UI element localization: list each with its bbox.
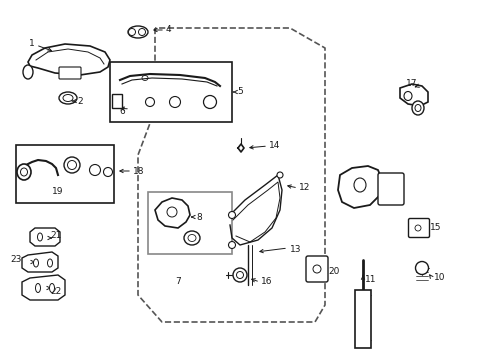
- FancyBboxPatch shape: [110, 62, 231, 122]
- Text: 22: 22: [50, 288, 61, 297]
- Ellipse shape: [203, 95, 216, 108]
- Ellipse shape: [128, 26, 148, 38]
- Text: 7: 7: [175, 278, 181, 287]
- FancyBboxPatch shape: [112, 94, 122, 108]
- Text: 8: 8: [196, 212, 202, 221]
- Ellipse shape: [415, 261, 427, 274]
- Text: 3: 3: [165, 72, 171, 81]
- Ellipse shape: [20, 168, 27, 176]
- FancyBboxPatch shape: [16, 145, 114, 203]
- FancyBboxPatch shape: [305, 256, 327, 282]
- Ellipse shape: [236, 271, 243, 279]
- Ellipse shape: [414, 225, 420, 231]
- Ellipse shape: [232, 268, 246, 282]
- Ellipse shape: [128, 28, 135, 36]
- Ellipse shape: [89, 165, 101, 175]
- Ellipse shape: [34, 259, 39, 267]
- Text: 6: 6: [119, 108, 124, 117]
- Polygon shape: [22, 275, 65, 300]
- Ellipse shape: [403, 91, 411, 100]
- Text: 15: 15: [429, 224, 441, 233]
- Text: 13: 13: [289, 246, 301, 255]
- Text: 4: 4: [165, 26, 171, 35]
- Text: 5: 5: [237, 87, 242, 96]
- Ellipse shape: [38, 233, 42, 241]
- Ellipse shape: [142, 76, 148, 81]
- Ellipse shape: [49, 284, 54, 292]
- Ellipse shape: [145, 98, 154, 107]
- Ellipse shape: [67, 161, 76, 170]
- Ellipse shape: [183, 231, 200, 245]
- Ellipse shape: [414, 104, 420, 112]
- FancyBboxPatch shape: [354, 290, 370, 348]
- Polygon shape: [30, 228, 60, 246]
- Ellipse shape: [167, 207, 177, 217]
- Text: 12: 12: [298, 184, 310, 193]
- Text: 14: 14: [268, 141, 280, 150]
- Text: 11: 11: [364, 275, 376, 284]
- Ellipse shape: [103, 167, 112, 176]
- Ellipse shape: [36, 284, 41, 292]
- Polygon shape: [140, 74, 162, 82]
- Ellipse shape: [187, 234, 196, 242]
- FancyBboxPatch shape: [59, 67, 81, 79]
- Ellipse shape: [228, 211, 235, 219]
- Ellipse shape: [228, 242, 235, 248]
- Polygon shape: [337, 166, 381, 208]
- FancyBboxPatch shape: [377, 173, 403, 205]
- Ellipse shape: [411, 101, 423, 115]
- Ellipse shape: [64, 157, 80, 173]
- Ellipse shape: [169, 96, 180, 108]
- Text: 19: 19: [52, 188, 63, 197]
- Text: 18: 18: [133, 166, 144, 175]
- Polygon shape: [155, 198, 190, 228]
- Text: 16: 16: [261, 278, 272, 287]
- Ellipse shape: [353, 178, 365, 192]
- FancyBboxPatch shape: [407, 219, 428, 238]
- Ellipse shape: [138, 28, 145, 36]
- Text: 10: 10: [433, 274, 445, 283]
- Ellipse shape: [312, 265, 320, 273]
- Text: 20: 20: [327, 267, 339, 276]
- Ellipse shape: [23, 65, 33, 79]
- Text: 9: 9: [353, 333, 359, 342]
- Text: 1: 1: [29, 39, 35, 48]
- Text: 21: 21: [50, 231, 61, 240]
- Text: 2: 2: [77, 96, 82, 105]
- Text: 23: 23: [11, 256, 22, 265]
- Ellipse shape: [63, 94, 73, 102]
- Polygon shape: [28, 44, 110, 75]
- Ellipse shape: [59, 92, 77, 104]
- Ellipse shape: [276, 172, 283, 178]
- Polygon shape: [399, 84, 427, 106]
- Ellipse shape: [47, 259, 52, 267]
- Ellipse shape: [17, 164, 31, 180]
- FancyBboxPatch shape: [148, 192, 231, 254]
- Text: 17: 17: [406, 78, 417, 87]
- Polygon shape: [22, 252, 58, 272]
